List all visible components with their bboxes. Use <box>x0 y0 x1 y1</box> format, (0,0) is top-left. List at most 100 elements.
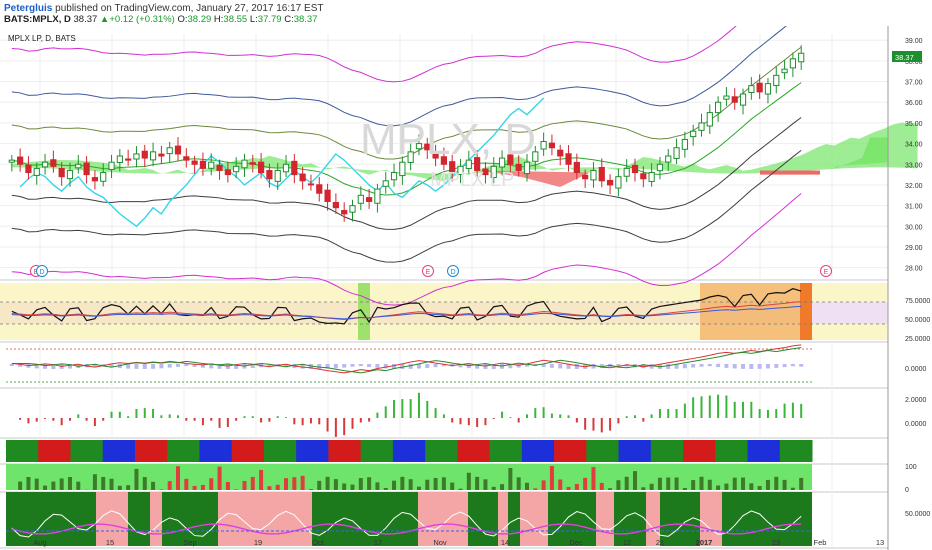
osc-line-magenta <box>11 523 802 535</box>
price-tick-label: 37.00 <box>905 80 923 87</box>
macd-histogram-bar <box>375 364 380 368</box>
candle-down <box>432 152 439 159</box>
strength-bar <box>466 472 471 490</box>
strength-bar <box>782 479 787 490</box>
strength-bar <box>51 481 56 490</box>
candle-up <box>673 147 680 159</box>
trend-block <box>328 440 362 462</box>
strength-bar <box>666 477 671 490</box>
candle-down <box>25 164 32 174</box>
price-tick-label: 30.00 <box>905 224 923 231</box>
macd-histogram-bar <box>799 364 804 367</box>
osc-highlight <box>418 492 468 546</box>
trend-block <box>296 440 329 462</box>
strength-bar <box>101 476 106 490</box>
strength-bar <box>151 481 156 490</box>
strength-bar <box>284 478 289 490</box>
macd-histogram-bar <box>591 364 596 369</box>
candle-up <box>33 167 40 176</box>
candle-up <box>282 163 290 173</box>
band-inner-lower <box>11 117 802 230</box>
candle-up <box>407 151 414 163</box>
company-watermark: MPLX LP <box>430 169 514 191</box>
candle-up <box>590 169 597 181</box>
strength-bar <box>416 486 421 490</box>
macd-histogram-bar <box>192 364 197 367</box>
macd-histogram-bar <box>109 364 114 368</box>
candle-down <box>316 184 323 194</box>
strength-bar <box>217 466 222 490</box>
candle-up <box>690 130 697 138</box>
strength-bar <box>524 482 529 490</box>
price-tick-label: 32.00 <box>905 183 923 190</box>
macd-histogram-bar <box>491 364 496 369</box>
candle-up <box>415 143 423 150</box>
rsi-panel <box>0 288 888 325</box>
strength-bar <box>176 466 181 490</box>
strength-bar <box>234 489 239 490</box>
macd-histogram-bar <box>790 364 795 367</box>
chart[interactable]: 39.00 38.00 37.00 36.00 35.00 34.00 33.00 32.00… <box>0 26 932 550</box>
panel-tick-label: 50.0000 <box>905 511 930 518</box>
candle-up <box>540 141 547 150</box>
candle-up <box>457 165 464 176</box>
panel-tick-label: 100 <box>905 464 917 471</box>
macd-histogram-bar <box>574 364 579 369</box>
strength-bar <box>383 487 388 490</box>
strength-bar <box>566 487 571 490</box>
strength-bar <box>342 483 347 490</box>
price-tick-label: 38.00 <box>905 59 923 66</box>
macd-histogram-bar <box>358 364 363 367</box>
price-tick-label: 39.00 <box>905 38 923 45</box>
panel-tick-label: 75.0000 <box>905 298 930 305</box>
candle-down <box>482 168 489 176</box>
publish-info: published on TradingView.com, January 27… <box>55 3 324 14</box>
macd-histogram-bar <box>200 364 205 368</box>
macd-histogram-bar <box>9 364 14 366</box>
trend-block <box>392 440 426 462</box>
strength-bar <box>167 481 172 490</box>
time-tick-label: Dec <box>569 538 583 547</box>
strength-bar <box>790 487 795 490</box>
candle-down <box>449 161 456 174</box>
strength-bar <box>649 483 654 490</box>
macd-histogram-bar <box>674 364 679 369</box>
rsi-signal <box>11 301 802 321</box>
price-axis[interactable]: 39.00 38.00 37.00 36.00 35.00 34.00 33.00 32.00… <box>887 26 930 550</box>
macd-histogram-bar <box>400 364 405 369</box>
macd-histogram-bar <box>250 364 255 368</box>
strength-bar <box>67 477 72 490</box>
osc-highlight <box>520 492 548 546</box>
strength-bar <box>242 480 247 490</box>
macd-histogram-bar <box>599 364 604 368</box>
candle-down <box>440 156 447 165</box>
candle-up <box>357 194 364 204</box>
strength-bar <box>34 478 39 490</box>
lagging-line <box>19 97 545 228</box>
candle-up <box>233 165 240 173</box>
band-mid-lower <box>11 149 802 263</box>
strength-bar <box>259 469 264 490</box>
candle-up <box>75 163 82 169</box>
candle-up <box>390 172 398 181</box>
candle-up <box>523 161 531 175</box>
strength-bar <box>275 484 280 490</box>
time-axis[interactable]: Aug 15 Sep 19 Oct 17 Nov 14 Dec 12 21 2017 23 Feb 13 <box>33 538 884 547</box>
candle-down <box>573 161 580 174</box>
event-marker-label: D <box>450 269 455 276</box>
high-label: H: <box>213 14 224 25</box>
candle-up <box>133 153 140 160</box>
strength-bar <box>774 476 779 490</box>
author-link[interactable]: Petergluis <box>4 3 53 14</box>
strength-bar <box>26 476 31 490</box>
last-price-tag: 38.37 <box>892 51 922 62</box>
strength-bar <box>458 488 463 490</box>
strength-bar <box>109 478 114 490</box>
macd-histogram-bar <box>383 364 388 369</box>
strength-bar <box>516 477 521 490</box>
candle-down <box>17 156 24 165</box>
trend-block <box>263 440 297 462</box>
strength-bar <box>765 479 770 490</box>
macd-histogram-bar <box>167 364 172 368</box>
